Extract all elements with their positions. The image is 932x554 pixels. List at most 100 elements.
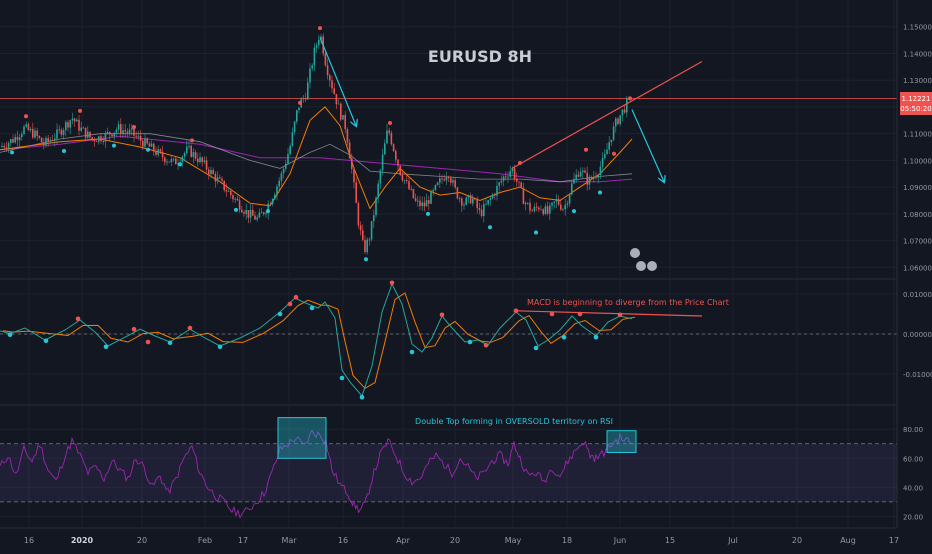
macd-marker-red: [549, 311, 555, 317]
macd-marker-red: [439, 312, 445, 318]
candle-body: [458, 198, 461, 200]
candle-body: [342, 114, 344, 120]
candle-body: [190, 145, 192, 157]
last-price-label: 1.12221 05:50:20: [900, 92, 932, 115]
candle-body: [58, 129, 60, 131]
candle-body: [287, 154, 289, 164]
candle-body: [540, 209, 542, 211]
candle-body: [502, 176, 505, 181]
time-tick-label: 20: [137, 536, 147, 545]
candle-body: [254, 215, 256, 220]
candle-body: [54, 138, 56, 141]
candle-body: [551, 202, 553, 206]
macd-marker-teal: [167, 340, 173, 346]
candle-body: [168, 161, 170, 163]
candle-body: [410, 189, 412, 190]
candle-body: [597, 175, 599, 178]
candle-body: [590, 176, 593, 179]
candle-body: [243, 212, 245, 214]
candle-body: [60, 129, 63, 135]
candle-body: [445, 177, 448, 181]
candle-body: [469, 195, 472, 204]
macd-marker-teal: [467, 339, 473, 345]
candle-body: [221, 178, 223, 181]
candle-body: [104, 132, 107, 142]
rsi-highlight-box: [277, 417, 327, 459]
candle-body: [425, 200, 428, 207]
candle-body: [337, 103, 340, 105]
candle-body: [329, 75, 331, 81]
status-icon[interactable]: [636, 261, 646, 271]
price-axis[interactable]: 1.150001.140001.130001.120001.110001.100…: [896, 0, 932, 550]
candle-body: [47, 137, 49, 142]
candle-body: [117, 124, 120, 130]
price-marker-red: [388, 120, 392, 125]
candle-body: [49, 139, 52, 142]
candle-body: [562, 209, 564, 210]
candle-body: [452, 180, 454, 183]
candle-body: [313, 47, 316, 66]
candle-body: [252, 209, 254, 216]
price-marker-teal: [10, 150, 14, 155]
candle-body: [436, 182, 439, 185]
candle-body: [529, 202, 531, 211]
candle-body: [183, 153, 186, 157]
candle-body: [579, 171, 582, 177]
price-pane: [0, 26, 897, 262]
candle-body: [23, 126, 25, 134]
candle-body: [38, 135, 41, 138]
price-tick-label: 1.09000: [903, 184, 932, 192]
candle-body: [571, 183, 573, 195]
candle-body: [511, 168, 514, 172]
candle-body: [21, 133, 23, 138]
candle-body: [443, 179, 445, 181]
candle-body: [128, 129, 131, 133]
candle-body: [430, 191, 432, 204]
candle-body: [373, 215, 375, 222]
time-tick-label: May: [505, 536, 522, 545]
candle-body: [355, 182, 357, 203]
candle-body: [362, 230, 364, 240]
price-marker-red: [24, 114, 28, 119]
candle-body: [324, 53, 327, 66]
candle-body: [208, 169, 210, 175]
candle-body: [34, 130, 36, 138]
candle-body: [91, 137, 93, 140]
price-marker-teal: [534, 230, 538, 235]
candle-body: [102, 141, 104, 142]
candle-body: [326, 65, 329, 76]
time-tick-label: 15: [665, 536, 675, 545]
candle-body: [478, 208, 481, 210]
candle-body: [146, 138, 148, 144]
candle-body: [357, 202, 360, 226]
candle-body: [601, 158, 604, 167]
candle-body: [593, 176, 595, 179]
candle-body: [364, 239, 366, 253]
candle-body: [476, 199, 478, 209]
candle-body: [203, 160, 206, 162]
price-tick-label: 1.14000: [903, 50, 932, 58]
candle-body: [619, 115, 621, 124]
candle-body: [516, 178, 518, 182]
candle-body: [258, 212, 261, 218]
macd-marker-red: [75, 316, 81, 322]
time-axis[interactable]: 16 2020 20 Feb 17 Mar 16 Apr 20 May 18 Jun 15 Jul 20 Au…: [24, 536, 899, 545]
candle-body: [366, 239, 368, 253]
candle-body: [500, 180, 503, 183]
candle-body: [157, 149, 159, 155]
candle-body: [285, 163, 287, 169]
candle-body: [76, 119, 78, 122]
candle-body: [269, 203, 272, 205]
status-icon[interactable]: [647, 261, 657, 271]
macd-marker-red: [145, 339, 151, 345]
candle-body: [494, 194, 496, 196]
indicator-status-icons[interactable]: [630, 248, 657, 271]
time-tick-label: 2020: [71, 536, 94, 545]
price-marker-red: [132, 124, 136, 129]
candle-body: [577, 174, 580, 177]
rsi-pane: [0, 417, 897, 519]
candle-body: [353, 168, 355, 183]
status-icon[interactable]: [630, 248, 640, 258]
candle-body: [421, 202, 423, 207]
candle-body: [274, 194, 276, 200]
